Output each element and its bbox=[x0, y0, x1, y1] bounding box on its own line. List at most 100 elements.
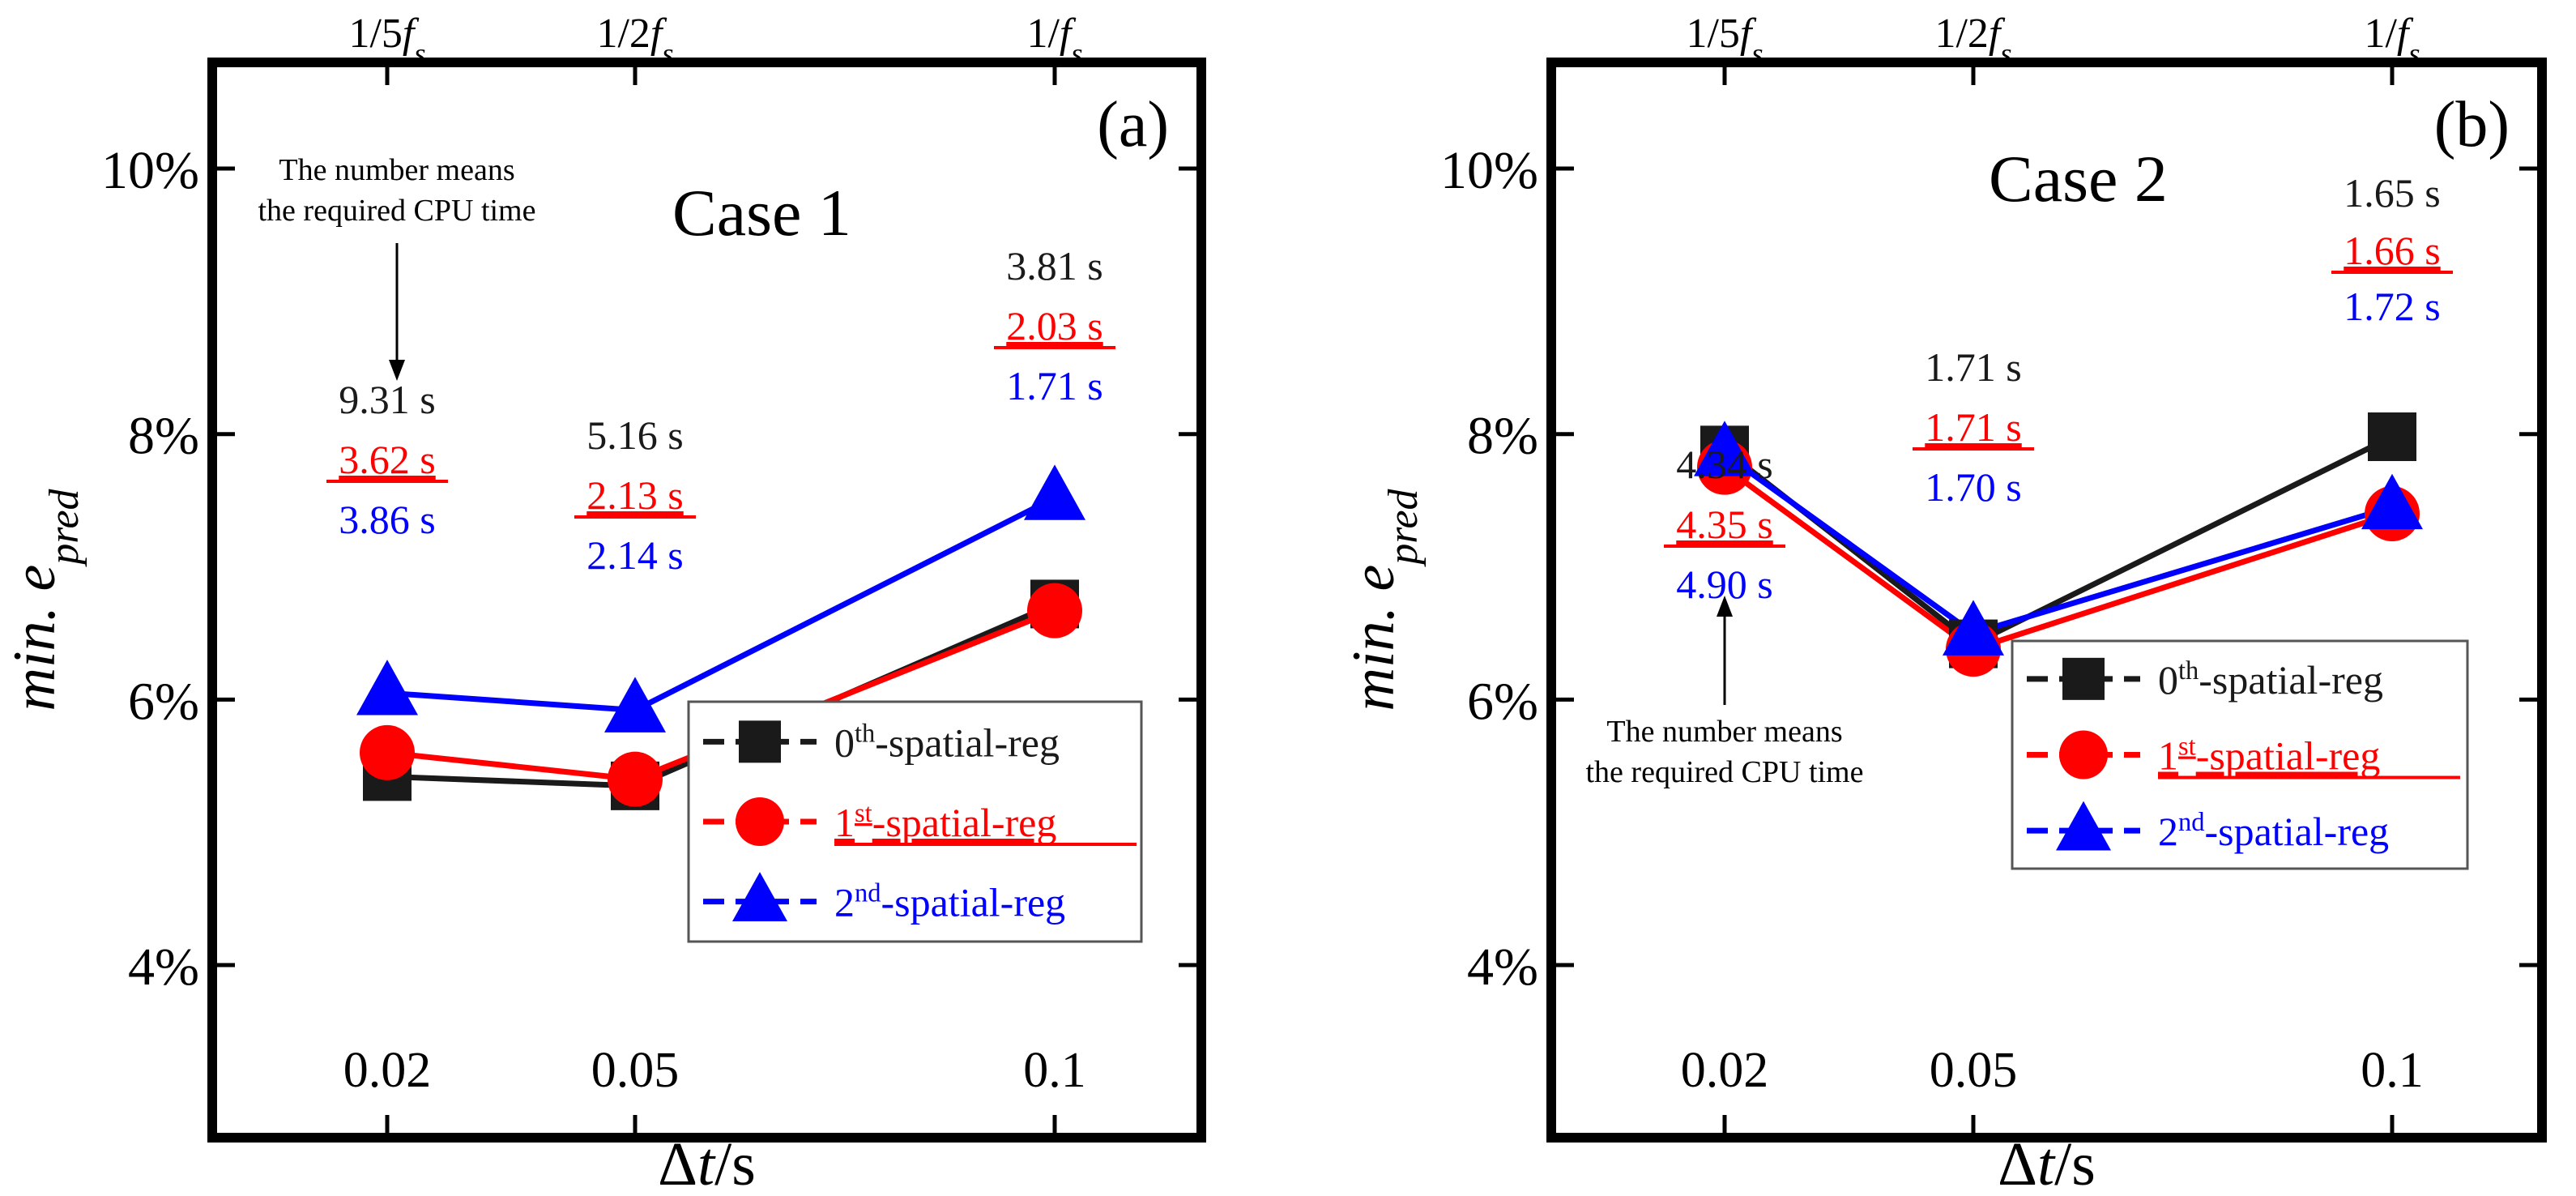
text-variable: t bbox=[697, 1130, 716, 1196]
legend-label-number: 0 bbox=[2158, 657, 2178, 703]
text-subscript: s bbox=[2408, 37, 2420, 70]
top-tick-label: 1/5fs bbox=[1686, 11, 1763, 70]
legend-label-number: 1 bbox=[2158, 733, 2178, 779]
legend-label-number: 2 bbox=[2158, 809, 2178, 854]
y-axis-label: min. epred bbox=[1341, 488, 1427, 711]
text-prefix: Δ bbox=[1998, 1130, 2037, 1196]
y-tick-label: 10% bbox=[1440, 141, 1538, 200]
x-axis-label: Δt/s bbox=[1998, 1130, 2096, 1196]
legend-label-number: 2 bbox=[834, 880, 855, 925]
top-tick-label: 1/fs bbox=[1026, 11, 1082, 70]
legend-label-superscript: th bbox=[2178, 656, 2199, 686]
y-tick-label: 8% bbox=[128, 407, 199, 466]
data-point-1st bbox=[360, 724, 415, 780]
cpu-time-label: 1.65 s bbox=[2344, 170, 2440, 216]
legend-label: 0th-spatial-reg bbox=[834, 719, 1060, 765]
cpu-time-label: 2.13 s bbox=[586, 472, 683, 518]
legend: 0th-spatial-reg1st-spatial-reg2nd-spatia… bbox=[687, 700, 1143, 943]
legend-label: 2nd-spatial-reg bbox=[834, 879, 1065, 925]
text-variable: t bbox=[2037, 1130, 2056, 1196]
legend-label-superscript: st bbox=[2178, 733, 2196, 762]
legend-label: 1st-spatial-reg bbox=[834, 799, 1056, 845]
x-tick-label: 0.05 bbox=[1930, 1043, 2018, 1098]
cpu-time-label: 1.70 s bbox=[1925, 464, 2021, 510]
x-tick-label: 0.02 bbox=[1681, 1043, 1769, 1098]
y-tick-label: 4% bbox=[128, 938, 199, 997]
top-tick-label: 1/2fs bbox=[1934, 11, 2011, 70]
legend-label-superscript: st bbox=[855, 799, 872, 828]
cpu-time-label: 4.35 s bbox=[1676, 502, 1772, 547]
text-subscript: pred bbox=[1380, 488, 1427, 567]
x-tick-label: 0.02 bbox=[343, 1043, 432, 1098]
text-subscript: s bbox=[2000, 37, 2011, 70]
y-tick-label: 6% bbox=[1467, 672, 1538, 731]
legend-marker-0th bbox=[2062, 657, 2105, 700]
x-tick-label: 0.05 bbox=[591, 1043, 680, 1098]
text-subscript: s bbox=[1071, 37, 1082, 70]
chart-panel-a: 4% 6% 8% 10% 0.02 1/5fs 0.05 1/2fs 0.1 1/fs Δt/s mi… bbox=[2, 11, 1206, 1196]
note-arrowhead bbox=[1717, 596, 1733, 617]
legend-label-text: -spatial-reg bbox=[872, 800, 1057, 845]
cpu-time-label: 1.71 s bbox=[1006, 363, 1102, 408]
text-suffix: /s bbox=[714, 1130, 756, 1196]
cpu-time-label: 1.71 s bbox=[1925, 404, 2021, 450]
cpu-time-label: 2.03 s bbox=[1006, 303, 1102, 348]
cpu-time-label: 4.34 s bbox=[1676, 442, 1772, 487]
legend-label-number: 0 bbox=[834, 720, 855, 765]
legend-label: 1st-spatial-reg bbox=[2158, 733, 2380, 779]
text-prefix: 1/ bbox=[2364, 11, 2397, 57]
legend-marker-1st bbox=[2059, 730, 2108, 780]
note-text: the required CPU time bbox=[258, 194, 536, 228]
case-label: Case 2 bbox=[1989, 142, 2168, 216]
x-axis-label: Δt/s bbox=[658, 1130, 756, 1196]
cpu-time-label: 3.62 s bbox=[339, 437, 435, 482]
cpu-time-label: 5.16 s bbox=[586, 412, 683, 458]
cpu-time-label: 2.14 s bbox=[586, 532, 683, 578]
top-tick-label: 1/5fs bbox=[348, 11, 425, 70]
series-line-2nd bbox=[386, 495, 1056, 714]
legend-label: 2nd-spatial-reg bbox=[2158, 808, 2389, 854]
legend-label-number: 1 bbox=[834, 800, 855, 845]
text-prefix: Δ bbox=[658, 1130, 697, 1196]
data-point-2nd bbox=[604, 677, 666, 733]
legend-label-superscript: nd bbox=[855, 879, 881, 908]
y-tick-label: 4% bbox=[1467, 938, 1538, 997]
text-subscript: s bbox=[1751, 37, 1763, 70]
legend-marker-0th bbox=[739, 720, 781, 763]
text-prefix: 1/2 bbox=[1934, 11, 1988, 57]
text-prefix: 1/ bbox=[1026, 11, 1060, 57]
legend-label-superscript: th bbox=[855, 719, 875, 748]
text-subscript: pred bbox=[41, 488, 87, 567]
data-point-2nd bbox=[356, 660, 418, 715]
case-label: Case 1 bbox=[672, 176, 851, 250]
data-point-0th bbox=[2368, 412, 2416, 461]
y-tick-label: 8% bbox=[1467, 407, 1538, 466]
legend-label-text: -spatial-reg bbox=[881, 880, 1066, 925]
cpu-time-label: 1.72 s bbox=[2344, 284, 2440, 329]
text-variable: e bbox=[2, 565, 68, 592]
y-tick-label: 6% bbox=[128, 672, 199, 731]
text-suffix: /s bbox=[2054, 1130, 2096, 1196]
cpu-time-label: 1.66 s bbox=[2344, 228, 2440, 273]
cpu-time-label: 3.86 s bbox=[339, 497, 435, 542]
data-point-2nd bbox=[1694, 421, 1755, 476]
note-text: The number means bbox=[279, 153, 514, 187]
cpu-time-label: 3.81 s bbox=[1006, 243, 1102, 288]
text-variable: e bbox=[1341, 565, 1407, 592]
text-prefix: min. bbox=[2, 591, 68, 711]
legend-label-text: -spatial-reg bbox=[2205, 809, 2390, 854]
legend-marker-2nd bbox=[2056, 801, 2111, 851]
x-tick-label: 0.1 bbox=[1023, 1043, 1086, 1098]
y-tick-label: 10% bbox=[101, 141, 199, 200]
text-prefix: min. bbox=[1341, 591, 1407, 711]
note-text: the required CPU time bbox=[1586, 755, 1864, 789]
plot-frame bbox=[207, 58, 1206, 1143]
plot-frame bbox=[1546, 58, 2547, 1143]
legend-label-superscript: nd bbox=[2178, 808, 2205, 837]
cpu-time-label: 1.71 s bbox=[1925, 344, 2021, 390]
text-subscript: s bbox=[414, 37, 425, 70]
text-subscript: s bbox=[662, 37, 673, 70]
legend-label-text: -spatial-reg bbox=[2196, 733, 2381, 779]
text-prefix: 1/5 bbox=[1686, 11, 1739, 57]
